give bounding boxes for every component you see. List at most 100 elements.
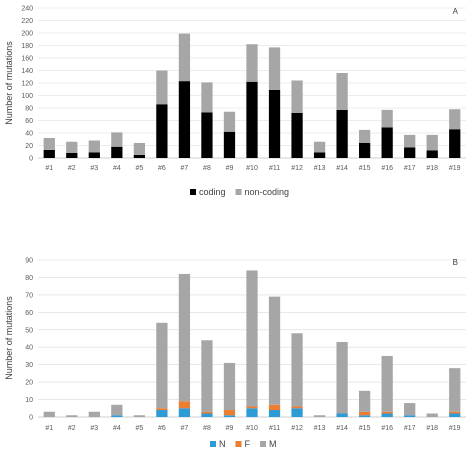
bar-coding-4 — [111, 146, 123, 158]
bar-non-coding-5 — [133, 143, 145, 155]
bar-non-coding-4 — [111, 132, 123, 147]
bar-non-coding-1 — [43, 138, 55, 150]
bar-m-13 — [313, 415, 326, 417]
bar-m-11 — [268, 296, 281, 405]
x-tick-label: #19 — [449, 165, 461, 172]
bar-n-8 — [201, 413, 213, 417]
bar-non-coding-15 — [359, 129, 371, 143]
bar-f-15 — [359, 411, 371, 416]
bar-coding-10 — [246, 81, 258, 158]
legend-swatch-coding — [190, 189, 196, 195]
bar-non-coding-8 — [201, 82, 213, 113]
bar-non-coding-10 — [246, 44, 258, 82]
bar-f-9 — [223, 410, 236, 416]
bar-non-coding-2 — [66, 141, 78, 153]
x-tick-label: #6 — [158, 165, 166, 172]
bar-f-16 — [381, 411, 393, 414]
legend-swatch-f — [235, 441, 242, 447]
x-tick-label: #17 — [404, 165, 416, 172]
bar-coding-5 — [133, 154, 145, 158]
x-tick-label: #14 — [336, 425, 348, 432]
bar-coding-1 — [43, 149, 55, 158]
bar-f-10 — [246, 406, 258, 409]
bar-f-7 — [178, 401, 191, 409]
bar-non-coding-9 — [223, 111, 236, 132]
bar-m-6 — [156, 322, 168, 409]
bar-coding-18 — [426, 150, 438, 158]
x-tick-label: #16 — [381, 425, 393, 432]
x-tick-label: #5 — [135, 165, 143, 172]
x-tick-label: #10 — [246, 425, 258, 432]
bar-coding-16 — [381, 127, 393, 158]
x-tick-label: #8 — [203, 425, 211, 432]
x-tick-label: #7 — [181, 425, 189, 432]
y-tick-label: 0 — [29, 415, 33, 422]
x-tick-label: #2 — [68, 165, 76, 172]
x-tick-label: #12 — [291, 165, 303, 172]
bar-n-6 — [156, 410, 168, 417]
y-axis-label: Number of mutations — [4, 296, 14, 380]
bar-non-coding-16 — [381, 109, 393, 128]
y-tick-label: 80 — [25, 275, 33, 282]
x-tick-label: #17 — [404, 425, 416, 432]
bar-m-19 — [449, 368, 461, 412]
x-tick-label: #9 — [226, 165, 234, 172]
x-tick-label: #14 — [336, 165, 348, 172]
y-axis-label: Number of mutations — [4, 41, 14, 125]
y-tick-label: 40 — [25, 131, 33, 138]
bar-f-19 — [449, 411, 461, 414]
bar-n-9 — [223, 415, 236, 417]
bar-m-9 — [223, 362, 236, 411]
y-tick-label: 20 — [25, 143, 33, 150]
bar-n-4 — [111, 415, 123, 417]
bar-m-1 — [43, 411, 55, 417]
legend-label-f: F — [245, 439, 251, 449]
bar-non-coding-6 — [156, 70, 168, 105]
bar-f-12 — [291, 406, 303, 409]
y-tick-label: 100 — [21, 93, 33, 100]
x-tick-label: #18 — [426, 425, 438, 432]
bar-coding-2 — [66, 153, 78, 158]
y-tick-label: 90 — [25, 258, 33, 265]
bar-n-10 — [246, 408, 258, 417]
bar-non-coding-12 — [291, 80, 303, 113]
y-tick-label: 240 — [21, 6, 33, 13]
bar-m-16 — [381, 355, 393, 412]
bar-coding-3 — [88, 152, 100, 158]
y-tick-label: 60 — [25, 118, 33, 125]
x-tick-label: #1 — [45, 425, 53, 432]
x-tick-label: #18 — [426, 165, 438, 172]
bar-m-10 — [246, 270, 258, 407]
x-tick-label: #16 — [381, 165, 393, 172]
legend-label-m: M — [269, 439, 277, 449]
panel-label: A — [453, 7, 459, 16]
bar-f-11 — [268, 404, 281, 411]
panel-label: B — [453, 258, 458, 267]
bar-n-19 — [449, 413, 461, 417]
bar-coding-11 — [268, 89, 281, 158]
bar-coding-12 — [291, 113, 303, 158]
bar-m-8 — [201, 340, 213, 412]
bar-m-14 — [336, 341, 348, 414]
x-tick-label: #4 — [113, 165, 121, 172]
x-tick-label: #1 — [45, 165, 53, 172]
bar-non-coding-14 — [336, 73, 348, 110]
x-tick-label: #15 — [359, 165, 371, 172]
y-tick-label: 140 — [21, 68, 33, 75]
bar-m-2 — [66, 415, 78, 417]
legend-swatch-m — [260, 441, 266, 447]
legend-label-non-coding: non-coding — [245, 187, 290, 197]
legend-swatch-n — [210, 441, 216, 447]
bar-non-coding-13 — [313, 141, 326, 153]
bar-n-14 — [336, 413, 348, 417]
y-tick-label: 120 — [21, 81, 33, 88]
legend-label-coding: coding — [199, 187, 226, 197]
bar-m-18 — [426, 413, 438, 417]
x-tick-label: #13 — [314, 425, 326, 432]
bar-coding-13 — [313, 152, 326, 158]
bar-coding-14 — [336, 109, 348, 158]
x-tick-label: #8 — [203, 165, 211, 172]
bar-coding-9 — [223, 131, 236, 158]
bar-coding-8 — [201, 112, 213, 158]
y-tick-label: 160 — [21, 56, 33, 63]
